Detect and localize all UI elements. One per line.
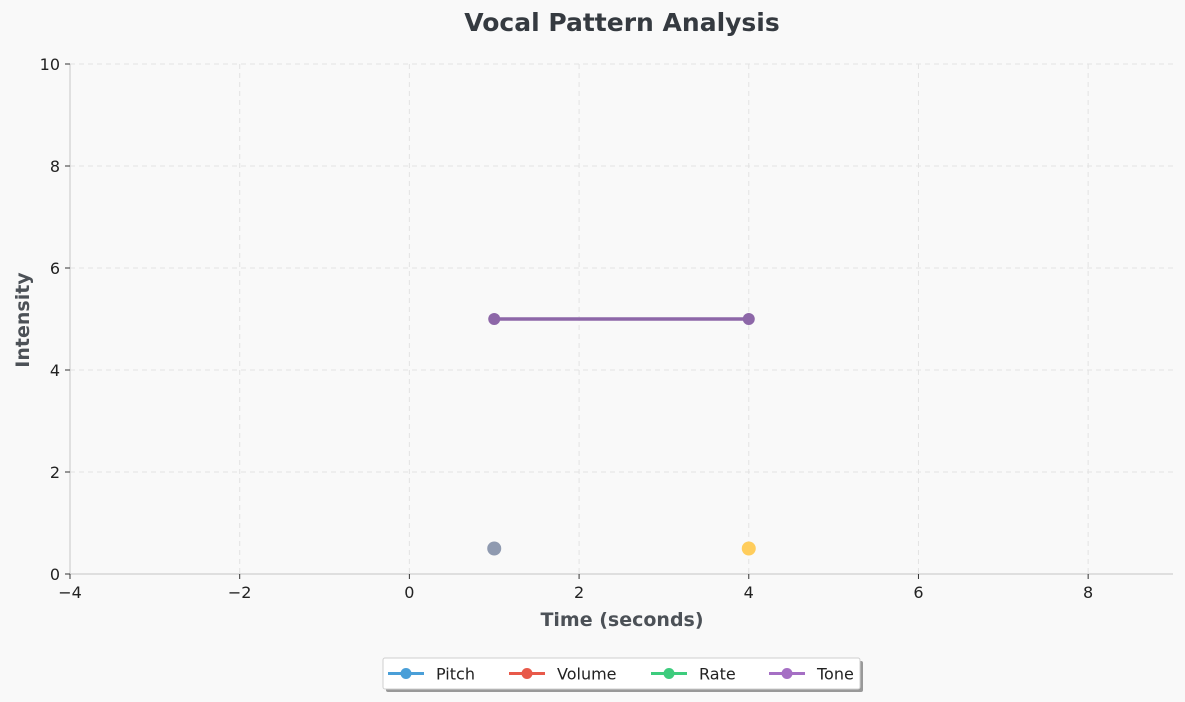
volume-legend-label: Volume [557, 665, 617, 684]
tone-legend-label: Tone [816, 665, 854, 684]
tone-data-point [742, 313, 755, 325]
y-tick-label: 8 [50, 157, 60, 176]
y-tick-label: 2 [50, 463, 60, 482]
tone-legend-marker [781, 668, 793, 679]
x-axis-label: Time (seconds) [540, 609, 703, 631]
pitch-legend-marker [400, 668, 412, 679]
rate-legend-marker [663, 668, 675, 679]
tone-data-point [488, 313, 501, 325]
y-axis-label: Intensity [12, 272, 34, 368]
series [487, 313, 756, 556]
pitch-legend-label: Pitch [436, 665, 475, 684]
x-tick-label: 6 [913, 583, 923, 602]
scatter-marker [741, 541, 756, 556]
scatter-marker [487, 541, 502, 556]
legend: Pitch Volume Rate Tone [382, 657, 863, 692]
rate-legend-label: Rate [699, 665, 736, 684]
legend-box [382, 657, 861, 690]
x-tick-label: 0 [404, 583, 414, 602]
volume-legend-marker [521, 668, 533, 679]
y-tick-label: 10 [40, 55, 60, 74]
x-tick-label: 8 [1083, 583, 1093, 602]
tick-labels: −4 −2 0 2 4 6 8 0 2 4 6 8 10 [40, 55, 1094, 602]
x-tick-label: −4 [58, 583, 82, 602]
y-tick-label: 0 [50, 565, 60, 584]
y-tick-label: 6 [50, 259, 60, 278]
x-tick-label: −2 [228, 583, 252, 602]
chart-title: Vocal Pattern Analysis [464, 8, 780, 37]
x-tick-label: 2 [574, 583, 584, 602]
x-tick-label: 4 [744, 583, 754, 602]
axes [69, 64, 1173, 575]
y-tick-label: 4 [50, 361, 60, 380]
